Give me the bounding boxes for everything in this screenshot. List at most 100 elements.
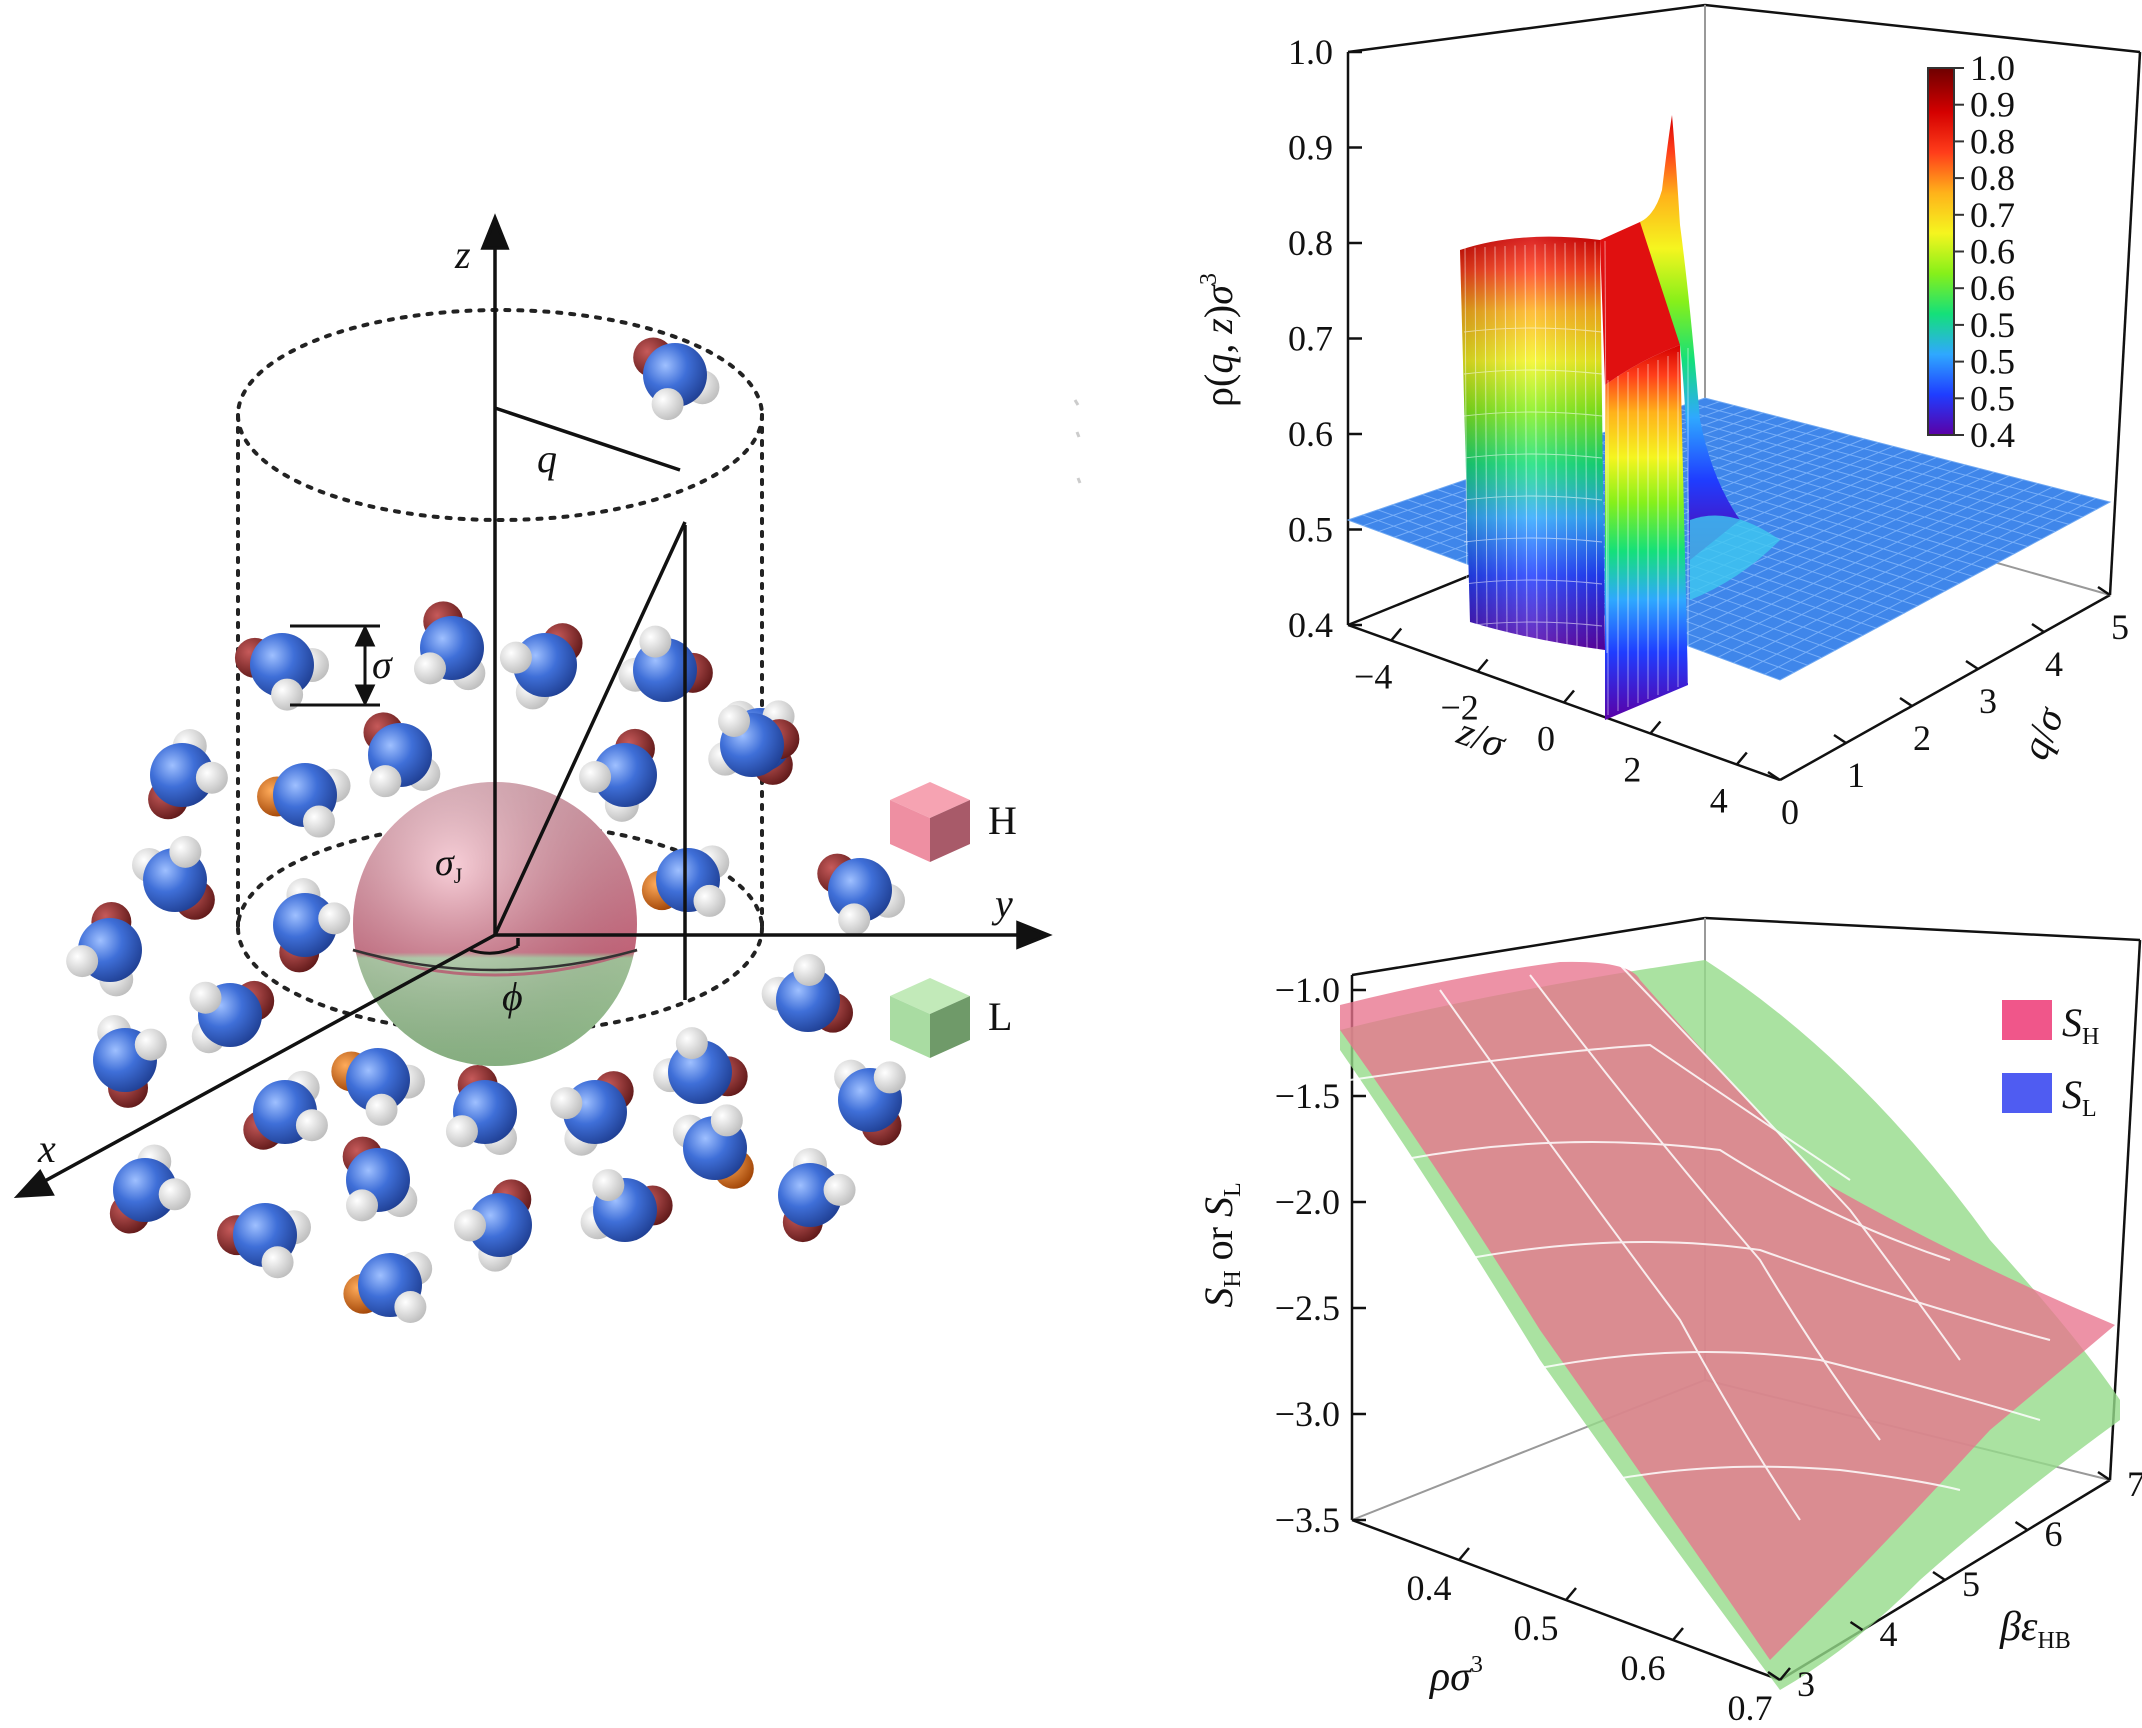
plane-grid-line bbox=[1645, 417, 2056, 533]
chart2-x-axis-label: ρσ3 bbox=[1428, 1652, 1483, 1700]
wall-grid-line bbox=[1463, 579, 1603, 585]
chart2-x-tick-label: 0.5 bbox=[1514, 1608, 1559, 1648]
water-molecule bbox=[579, 728, 657, 822]
chart1-x-tick-label: 4 bbox=[1710, 781, 1728, 821]
chart2-x-ticks: 0.4 0.5 0.6 0.7 bbox=[1407, 1547, 1791, 1728]
mesh-grid-line bbox=[1399, 1141, 1951, 1261]
mesh-grid-line bbox=[1459, 1241, 2051, 1341]
chart2-z-tick-label: −2.0 bbox=[1275, 1182, 1340, 1222]
colorbar-tick-label: 0.8 bbox=[1970, 158, 2015, 198]
colorbar-tick-label: 1.0 bbox=[1970, 48, 2015, 88]
chart2-x-tick-mark bbox=[1565, 1587, 1577, 1601]
chart2-z-tick-label: −1.5 bbox=[1275, 1076, 1340, 1116]
water-molecule bbox=[343, 1251, 433, 1324]
water-molecule bbox=[672, 1104, 754, 1189]
z-axis-label: z bbox=[454, 232, 471, 277]
chart1-y-tick-mark bbox=[1833, 733, 1847, 745]
chart1-x-tick-label: 2 bbox=[1623, 750, 1641, 790]
water-molecule bbox=[653, 1027, 748, 1104]
wall-grid-line bbox=[1594, 241, 1598, 652]
water-molecule bbox=[708, 704, 800, 777]
water-molecule bbox=[580, 1169, 673, 1242]
chart2-y-tick-label: 5 bbox=[1962, 1564, 1980, 1604]
wall-grid-line bbox=[1463, 621, 1603, 627]
chart2-y-tick-mark bbox=[1849, 1620, 1864, 1632]
wall-grid-line bbox=[1604, 240, 1608, 654]
chart1-x-tick-mark bbox=[1735, 751, 1748, 766]
density-peak bbox=[1640, 115, 1740, 560]
chart2-z-tick-label: −1.0 bbox=[1275, 970, 1340, 1010]
water-molecule bbox=[834, 1059, 906, 1146]
wall-grid-line bbox=[1474, 247, 1478, 628]
mesh-grid-line bbox=[1609, 1465, 1961, 1491]
water-molecule bbox=[132, 835, 215, 920]
water-molecule bbox=[66, 902, 142, 997]
wall-grid-line bbox=[1463, 369, 1603, 375]
chart1-x-tick-mark bbox=[1390, 627, 1403, 642]
water-molecule bbox=[445, 1064, 517, 1155]
coordinate-axes bbox=[13, 213, 1053, 1199]
chart2-x-tick-mark bbox=[1672, 1627, 1684, 1641]
chart2-x-tick-mark bbox=[1458, 1547, 1470, 1561]
mesh-grid-line bbox=[1529, 974, 1881, 1441]
chart1-z-ticks: 0.4 0.5 0.6 0.7 0.8 0.9 1.0 bbox=[1288, 32, 1362, 645]
chart2-z-tick-label: −2.5 bbox=[1275, 1288, 1340, 1328]
colorbar-tick-label: 0.5 bbox=[1970, 305, 2015, 345]
colorbar-ticks: 1.00.90.80.80.70.60.60.50.50.50.4 bbox=[1954, 48, 2015, 455]
legend-l-label: L bbox=[988, 994, 1012, 1039]
water-molecule bbox=[273, 878, 351, 973]
mesh-grid-line bbox=[1349, 1043, 1851, 1181]
water-molecule bbox=[499, 623, 583, 710]
wall-grid-line bbox=[1494, 246, 1498, 632]
entropy-surface-chart: SH SL −1.0 −1.5 −2.0 −2.5 −3.0 −3.5 0.4 0.5 0.6… bbox=[1196, 916, 2142, 1728]
chart1-z-tick-label: 0.9 bbox=[1288, 128, 1333, 168]
chart1-y-tick-mark bbox=[1767, 770, 1781, 782]
density-wall-right bbox=[1605, 345, 1688, 720]
water-molecule bbox=[363, 712, 441, 798]
chart1-x-ticks: −4 −2 0 2 4 bbox=[1354, 627, 1748, 821]
water-molecule bbox=[189, 980, 275, 1054]
q-label: q bbox=[537, 436, 557, 481]
phi-label: ϕ bbox=[502, 974, 523, 1019]
water-molecule bbox=[342, 1136, 418, 1222]
wall-grid-line bbox=[1514, 245, 1518, 636]
chart2-y-tick-label: 3 bbox=[1797, 1664, 1815, 1704]
water-molecule bbox=[257, 763, 351, 838]
colorbar-tick-label: 0.5 bbox=[1970, 378, 2015, 418]
water-molecule bbox=[243, 1070, 328, 1150]
chart2-y-tick-mark bbox=[1932, 1570, 1946, 1582]
chart2-x-tick-mark bbox=[1779, 1667, 1791, 1681]
wall-grid-line bbox=[1554, 243, 1558, 644]
colorbar-tick-label: 0.5 bbox=[1970, 342, 2015, 382]
surface-s-h bbox=[1340, 961, 2115, 1660]
legend-s-l-swatch bbox=[2002, 1073, 2052, 1113]
water-molecule bbox=[641, 845, 730, 917]
water-molecule bbox=[413, 601, 486, 691]
plane-grid-line bbox=[1615, 428, 2028, 547]
chart1-z-axis-label: ρ(q, z)σ3 bbox=[1196, 273, 1241, 407]
wall-grid-line bbox=[1574, 242, 1578, 648]
sigma-label: σ bbox=[372, 642, 393, 687]
legend-s-h-swatch bbox=[2002, 1000, 2052, 1040]
water-molecule bbox=[109, 1144, 191, 1234]
chart1-x-tick-label: −2 bbox=[1440, 688, 1478, 728]
svg-text:σJ: σJ bbox=[435, 842, 463, 888]
chart2-y-ticks: 3 4 5 6 7 bbox=[1767, 1464, 2142, 1704]
water-molecule bbox=[454, 1179, 532, 1272]
chart2-z-axis-label: SH or SL bbox=[1196, 1182, 1246, 1307]
chart1-y-tick-mark bbox=[1965, 659, 1979, 671]
sigma-j-label: σ bbox=[435, 842, 455, 884]
wall-grid-line bbox=[1464, 247, 1468, 626]
mesh-grid-line bbox=[1619, 964, 1961, 1361]
chart1-y-tick-label: 0 bbox=[1781, 792, 1799, 832]
x-axis-label: x bbox=[37, 1126, 56, 1171]
chart1-z-tick-label: 0.6 bbox=[1288, 414, 1333, 454]
chart2-x-tick-label: 0.7 bbox=[1728, 1688, 1773, 1728]
chart2-y-tick-label: 4 bbox=[1880, 1614, 1898, 1654]
chart1-z-tick-label: 0.5 bbox=[1288, 510, 1333, 550]
chart1-z-tick-label: 0.8 bbox=[1288, 223, 1333, 263]
wall-grid-line bbox=[1504, 245, 1508, 634]
water-molecule bbox=[234, 633, 329, 711]
water-molecule bbox=[331, 1048, 425, 1126]
